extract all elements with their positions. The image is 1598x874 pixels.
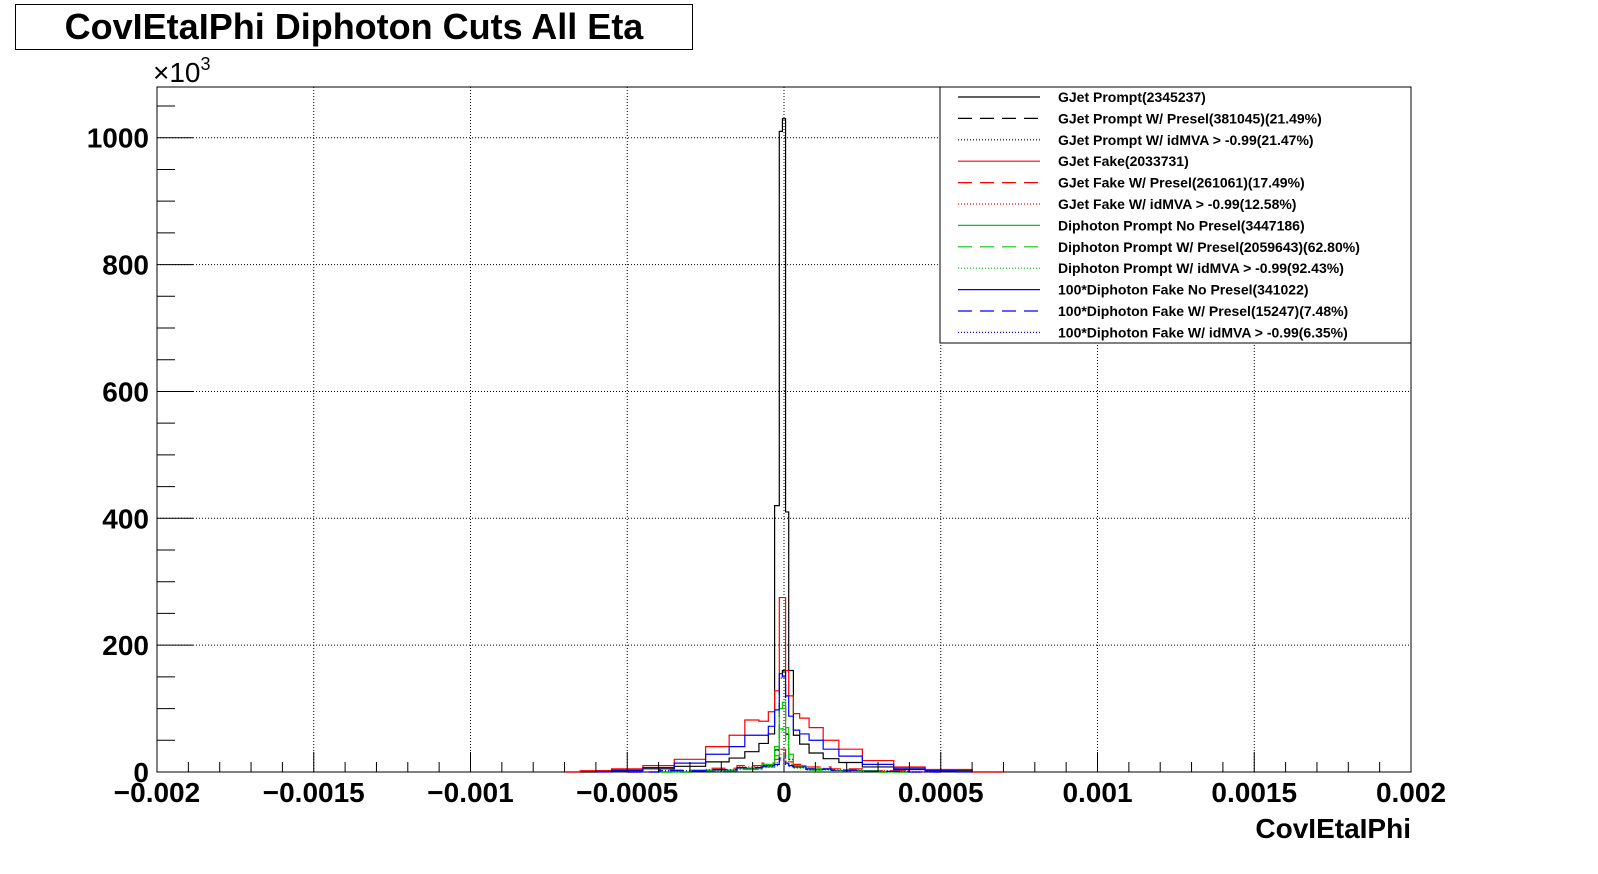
series-line-12 — [627, 759, 941, 773]
series-line-3 — [658, 671, 910, 773]
y-tick-label: 0 — [133, 757, 149, 788]
legend-entry: GJet Prompt W/ idMVA > -0.99(21.47%) — [1058, 132, 1314, 148]
x-tick-label: 0.001 — [1062, 777, 1132, 808]
x-tick-label: −0.0005 — [576, 777, 678, 808]
series-line-2 — [658, 669, 910, 773]
chart-title: CovIEtaIPhi Diphoton Cuts All Eta — [64, 6, 644, 47]
y-tick-label: 600 — [102, 376, 149, 407]
x-tick-label: −0.0015 — [263, 777, 365, 808]
series-line-5 — [627, 748, 941, 773]
x-tick-label: −0.001 — [427, 777, 513, 808]
legend-entry: Diphoton Prompt No Presel(3447186) — [1058, 217, 1305, 233]
legend-entry: Diphoton Prompt W/ Presel(2059643)(62.80… — [1058, 239, 1360, 255]
series-line-11 — [627, 757, 941, 773]
series-line-10 — [595, 673, 973, 773]
x-tick-label: 0.0015 — [1211, 777, 1297, 808]
legend-entry: GJet Prompt W/ Presel(381045)(21.49%) — [1058, 110, 1322, 126]
legend-entry: GJet Fake(2033731) — [1058, 153, 1189, 169]
x-axis-label: CovIEtaIPhi — [1255, 813, 1411, 844]
y-tick-label: 200 — [102, 630, 149, 661]
series-group — [564, 118, 1004, 773]
y-exponent-label: ×103 — [153, 54, 211, 88]
x-tick-label: 0.002 — [1376, 777, 1446, 808]
series-line-4 — [564, 596, 1004, 773]
x-tick-label: 0.0005 — [898, 777, 984, 808]
axes-group: −0.002 −0.0015 −0.001 −0.0005 0 0.0005 0.001 0.… — [87, 105, 1446, 808]
x-tick-label: 0 — [776, 777, 792, 808]
legend-box — [939, 86, 1412, 344]
chart-title-box: CovIEtaIPhi Diphoton Cuts All Eta — [15, 4, 693, 50]
y-tick-label: 800 — [102, 250, 149, 281]
y-tick-label: 1000 — [87, 123, 149, 154]
legend-entry: GJet Fake W/ idMVA > -0.99(12.58%) — [1058, 196, 1296, 212]
y-tick-label: 400 — [102, 503, 149, 534]
x-tick-label: −0.002 — [114, 777, 200, 808]
legend-entry: 100*Diphoton Fake No Presel(341022) — [1058, 282, 1309, 298]
legend-entry: GJet Fake W/ Presel(261061)(17.49%) — [1058, 175, 1305, 191]
legend-entry: 100*Diphoton Fake W/ idMVA > -0.99(6.35%… — [1058, 324, 1348, 340]
legend-entry: 100*Diphoton Fake W/ Presel(15247)(7.48%… — [1058, 303, 1348, 319]
legend-entry: Diphoton Prompt W/ idMVA > -0.99(92.43%) — [1058, 260, 1344, 276]
legend-entry: GJet Prompt(2345237) — [1058, 89, 1206, 105]
legend: GJet Prompt(2345237) GJet Prompt W/ Prese… — [939, 86, 1412, 344]
